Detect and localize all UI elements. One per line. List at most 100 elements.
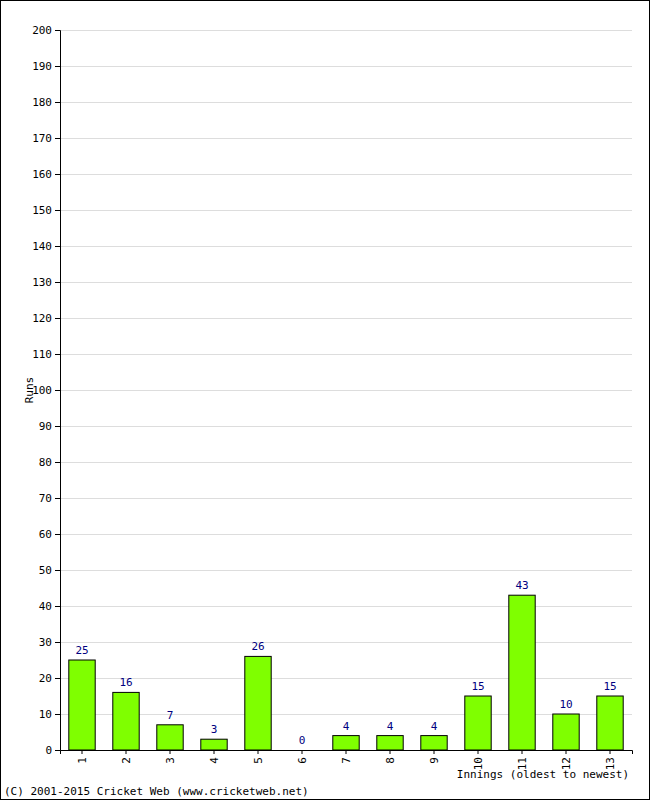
tick-label: 110 (32, 348, 52, 361)
annotation: (C) 2001-2015 Cricket Web (www.cricketwe… (4, 785, 309, 798)
y-axis: 0102030405060708090100110120130140150160… (32, 24, 60, 757)
tick-mark (55, 66, 60, 67)
grid-line (60, 570, 632, 571)
tick-mark (55, 606, 60, 607)
grid-line (60, 318, 632, 319)
grid-line (60, 30, 632, 31)
grid-line (60, 714, 632, 715)
tick-mark (55, 138, 60, 139)
bar (553, 714, 579, 750)
tick-mark (82, 750, 83, 754)
bars (69, 595, 623, 750)
tick: 40 (39, 600, 60, 613)
tick-mark (55, 714, 60, 715)
tick-label: 120 (32, 312, 52, 325)
tick-label: 8 (384, 757, 397, 764)
tick-mark (55, 246, 60, 247)
tick-mark (55, 534, 60, 535)
tick: 130 (32, 276, 60, 289)
tick-mark (55, 354, 60, 355)
tick-mark (55, 318, 60, 319)
y-axis-title: Runs (23, 377, 36, 404)
grid-line (60, 138, 632, 139)
grid-line (60, 174, 632, 175)
tick: 60 (39, 528, 60, 541)
tick: 190 (32, 60, 60, 73)
tick-label: 130 (32, 276, 52, 289)
tick-mark (55, 570, 60, 571)
tick-mark (55, 390, 60, 391)
tick-mark (390, 750, 391, 754)
tick: 170 (32, 132, 60, 145)
tick: 90 (39, 420, 60, 433)
tick-mark (566, 750, 567, 754)
grid-line (60, 246, 632, 247)
tick: 6 (296, 750, 309, 764)
tick-label: 20 (39, 672, 52, 685)
tick-mark (214, 750, 215, 754)
tick-mark (126, 750, 127, 754)
data-label: 25 (75, 644, 88, 657)
bar (333, 736, 359, 750)
data-label: 4 (343, 720, 350, 733)
tick: 110 (32, 348, 60, 361)
tick-label: 90 (39, 420, 52, 433)
data-label: 3 (211, 723, 218, 736)
bar (377, 736, 403, 750)
tick: 100 (32, 384, 60, 397)
bar (597, 696, 623, 750)
tick-mark (55, 462, 60, 463)
data-label: 10 (559, 698, 572, 711)
tick: 80 (39, 456, 60, 469)
tick-label: 190 (32, 60, 52, 73)
grid (60, 30, 632, 750)
tick: 30 (39, 636, 60, 649)
tick: 70 (39, 492, 60, 505)
axis-line (55, 31, 61, 751)
tick-mark (55, 498, 60, 499)
tick-label: 5 (252, 757, 265, 764)
tick: 160 (32, 168, 60, 181)
bar (245, 656, 271, 750)
tick: 10 (39, 708, 60, 721)
tick-label: 150 (32, 204, 52, 217)
tick: 5 (252, 750, 265, 764)
bar (421, 736, 447, 750)
tick-label: 80 (39, 456, 52, 469)
grid-line (60, 498, 632, 499)
tick: 2 (120, 750, 133, 764)
data-label: 16 (119, 676, 132, 689)
frame (1, 1, 650, 800)
tick-label: 0 (45, 744, 52, 757)
data-label: 15 (471, 680, 484, 693)
chart: 2516732604441543101501020304050607080901… (0, 0, 650, 800)
tick-label: 2 (120, 757, 133, 764)
tick-label: 200 (32, 24, 52, 37)
tick: 20 (39, 672, 60, 685)
tick-mark (55, 678, 60, 679)
tick: 3 (164, 750, 177, 764)
tick-label: 50 (39, 564, 52, 577)
data-label: 43 (515, 579, 528, 592)
tick-mark (55, 750, 60, 751)
grid-line (60, 606, 632, 607)
data-label: 26 (251, 640, 264, 653)
tick-label: 170 (32, 132, 52, 145)
tick-label: 160 (32, 168, 52, 181)
tick-label: 4 (208, 757, 221, 764)
tick-mark (434, 750, 435, 754)
tick-label: 7 (340, 757, 353, 764)
tick-label: 1 (76, 757, 89, 764)
tick-label: 9 (428, 757, 441, 764)
tick-mark (258, 750, 259, 754)
tick-mark (478, 750, 479, 754)
bar (509, 595, 535, 750)
data-label: 15 (603, 680, 616, 693)
data-label: 7 (167, 709, 174, 722)
bar (289, 750, 315, 751)
tick: 180 (32, 96, 60, 109)
grid-line (60, 426, 632, 427)
data-labels: 25167326044415431015 (75, 579, 616, 747)
grid-line (60, 462, 632, 463)
grid-line (60, 282, 632, 283)
